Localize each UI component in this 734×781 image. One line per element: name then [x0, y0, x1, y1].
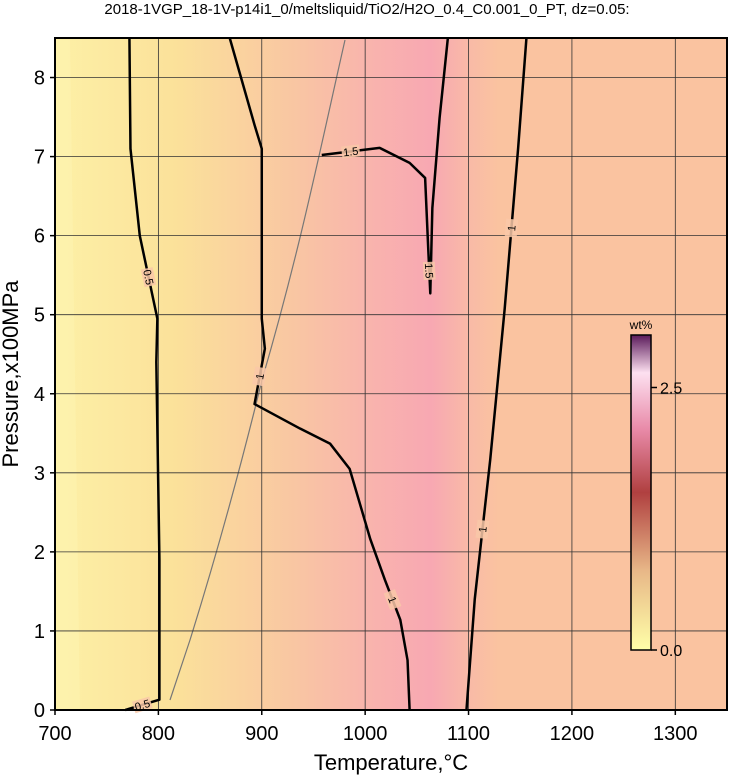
y-tick-label: 0: [34, 700, 45, 722]
x-axis-label: Temperature,°C: [314, 750, 468, 775]
y-axis-label: Pressure,x100MPa: [0, 280, 23, 468]
y-tick-label: 2: [34, 542, 45, 564]
contour-label: 1: [254, 372, 267, 380]
y-tick-label: 6: [34, 226, 45, 248]
contour-label-bg: [383, 589, 402, 611]
x-tick-label: 1100: [447, 723, 490, 745]
shade: [55, 40, 80, 710]
contour-label: 1.5: [422, 263, 435, 279]
colorbar-label: wt%: [629, 318, 653, 332]
contour-label: 1: [385, 595, 398, 605]
contour-line: [124, 37, 161, 712]
y-tick-label: 7: [34, 147, 45, 169]
y-tick-label: 5: [34, 305, 45, 327]
contour-label: 0.5: [140, 269, 155, 286]
contour-label-bg: [252, 366, 268, 387]
contour-line: [321, 37, 450, 295]
plot-frame: [54, 37, 728, 711]
contour-label-bg: [475, 519, 490, 539]
contour-line: [465, 37, 528, 711]
x-tick-label: 800: [142, 723, 175, 745]
x-tick-label: 1300: [653, 723, 698, 745]
contour-label-bg: [341, 144, 361, 159]
contour-label-bg: [140, 267, 157, 288]
x-tick-label: 900: [245, 723, 278, 745]
colorbar-tick-label: 2.5: [660, 381, 682, 398]
contour-line: [228, 37, 411, 711]
chart-title: 2018-1VGP_18-1V-p14i1_0/meltsliquid/TiO2…: [104, 1, 629, 18]
x-tick-label: 1200: [550, 723, 595, 745]
y-tick-label: 1: [34, 621, 45, 643]
y-tick-label: 3: [34, 463, 45, 485]
contour-label-bg: [504, 218, 519, 238]
x-tick-label: 1000: [343, 723, 388, 745]
x-tick-label: 700: [38, 723, 71, 745]
y-tick-label: 8: [34, 68, 45, 90]
contour-label: 1.5: [342, 146, 359, 160]
contour-label: 1: [477, 526, 490, 533]
contour-label: 1: [506, 225, 518, 232]
contour-label-bg: [422, 261, 436, 281]
y-tick-label: 4: [34, 384, 45, 406]
colorbar-tick-label: 0.0: [660, 643, 682, 660]
colorbar: [630, 334, 652, 651]
